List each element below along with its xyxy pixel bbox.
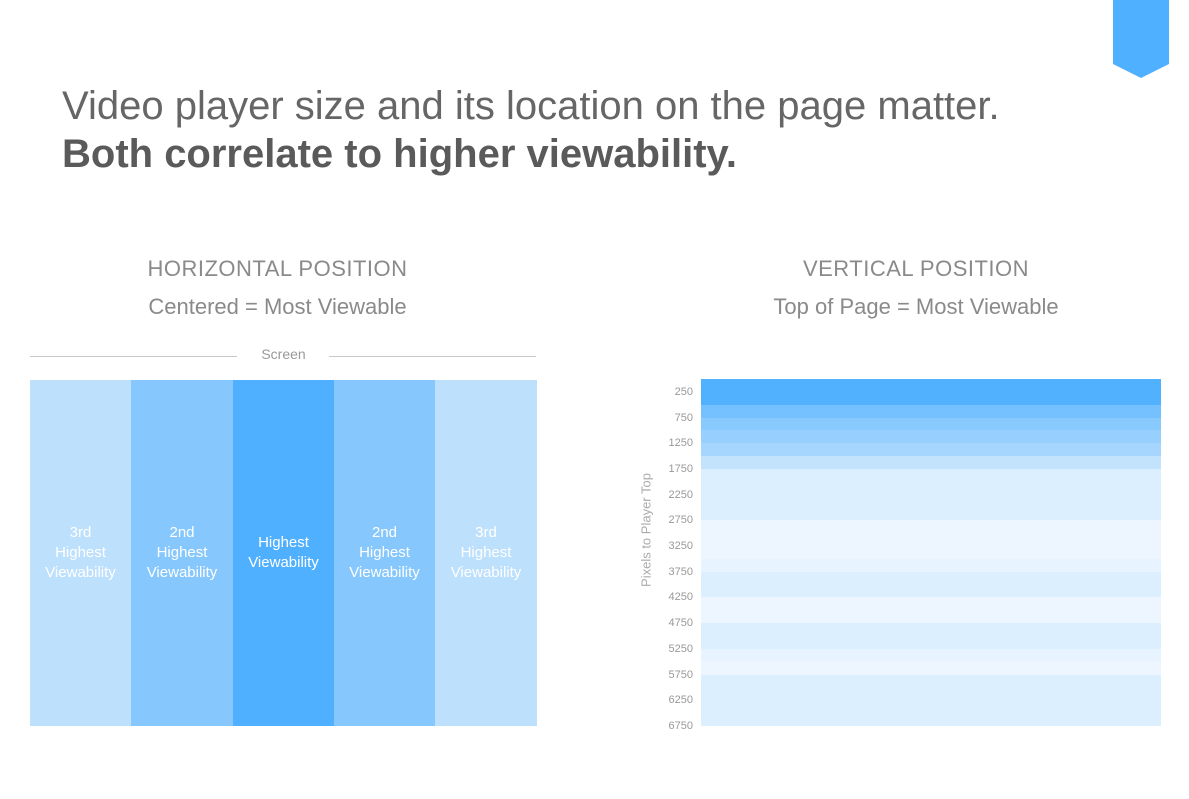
headline-bold: Both correlate to higher viewability. xyxy=(62,132,737,176)
vertical-tick-label: 2250 xyxy=(668,488,693,501)
vertical-tick-label: 3250 xyxy=(668,540,693,553)
vertical-tick-label: 6250 xyxy=(668,694,693,707)
vertical-band-9 xyxy=(701,558,1161,572)
horizontal-column-label: 3rd Highest Viewability xyxy=(450,524,522,581)
vertical-tick-label: 750 xyxy=(674,411,693,424)
horizontal-column-label: 2nd Highest Viewability xyxy=(146,524,218,581)
vertical-tick-label: 5250 xyxy=(668,642,693,655)
vertical-band-7 xyxy=(701,468,1161,521)
screen-line-right xyxy=(329,356,536,357)
horizontal-column-2: 2nd Highest Viewability xyxy=(131,380,233,726)
vertical-band-8 xyxy=(701,520,1161,559)
horizontal-column-4: 2nd Highest Viewability xyxy=(334,380,435,726)
screen-label: Screen xyxy=(261,346,306,362)
horizontal-column-1: 3rd Highest Viewability xyxy=(30,380,131,726)
vertical-band-5 xyxy=(701,443,1161,457)
vertical-tick-label: 4250 xyxy=(668,591,693,604)
horizontal-column-label: Highest Viewability xyxy=(248,534,319,571)
horizontal-position-chart: 3rd Highest Viewability 2nd Highest Viewa… xyxy=(30,380,537,726)
vertical-band-15 xyxy=(701,674,1161,726)
vertical-tick-label: 1750 xyxy=(668,462,693,475)
horizontal-column-3: Highest Viewability xyxy=(233,380,334,726)
vertical-tick-label: 2750 xyxy=(668,514,693,527)
vertical-band-2 xyxy=(701,404,1161,418)
horizontal-chart-subtitle: Centered = Most Viewable xyxy=(148,294,407,319)
horizontal-column-label: 3rd Highest Viewability xyxy=(45,524,116,581)
vertical-band-4 xyxy=(701,430,1161,444)
horizontal-chart-title: HORIZONTAL POSITION xyxy=(147,256,408,281)
vertical-tick-label: 6750 xyxy=(668,720,693,732)
vertical-tick-label: 1250 xyxy=(668,437,693,450)
headline-light: Video player size and its location on th… xyxy=(62,84,1000,128)
horizontal-column-5: 3rd Highest Viewability xyxy=(435,380,537,726)
vertical-tick-label: 4750 xyxy=(668,617,693,630)
vertical-chart-subtitle: Top of Page = Most Viewable xyxy=(773,294,1059,319)
vertical-band-11 xyxy=(701,597,1161,624)
horizontal-column-label: 2nd Highest Viewability xyxy=(349,524,420,581)
vertical-band-3 xyxy=(701,417,1161,431)
vertical-band-6 xyxy=(701,456,1161,469)
vertical-chart-title: VERTICAL POSITION xyxy=(802,256,1030,281)
vertical-band-12 xyxy=(701,623,1161,649)
vertical-tick-label: 5750 xyxy=(668,668,693,681)
headline: Video player size and its location on th… xyxy=(62,82,1112,178)
vertical-position-chart xyxy=(701,379,1161,726)
vertical-band-14 xyxy=(701,661,1161,675)
vertical-band-10 xyxy=(701,571,1161,598)
screen-line-left xyxy=(30,356,237,357)
vertical-band-1 xyxy=(701,379,1161,405)
vertical-band-13 xyxy=(701,648,1161,662)
corner-bookmark-icon xyxy=(1113,0,1169,78)
vertical-tick-label: 3750 xyxy=(668,565,693,578)
vertical-tick-label: 250 xyxy=(674,385,693,398)
